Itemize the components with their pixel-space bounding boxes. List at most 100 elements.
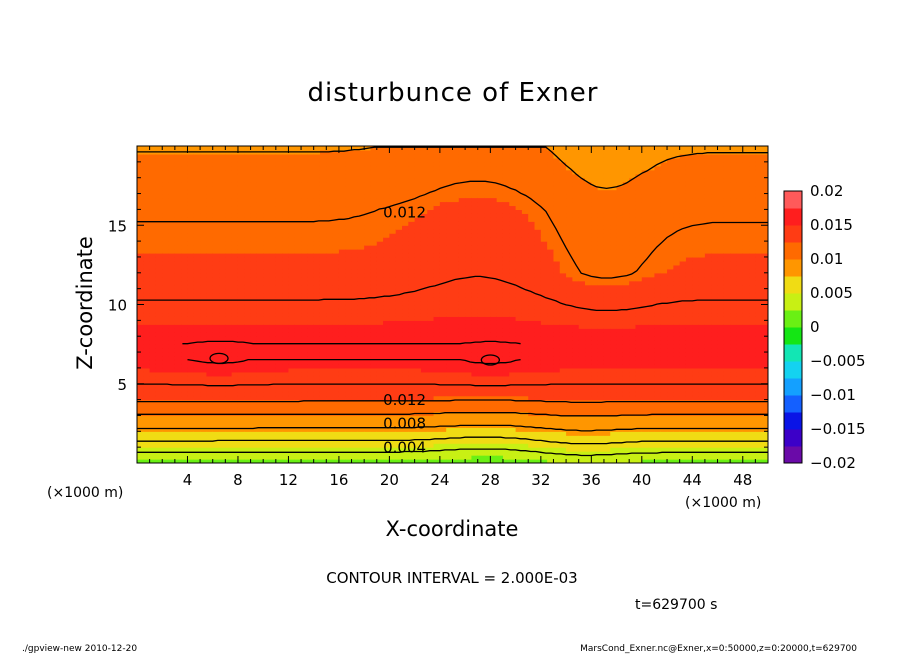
field-cell [288, 447, 296, 452]
field-cell [496, 320, 504, 325]
field-cell [231, 153, 239, 159]
field-cell [471, 431, 479, 436]
field-cell [458, 169, 466, 175]
field-cell [269, 379, 277, 385]
field-cell [187, 387, 195, 393]
field-cell [294, 146, 302, 151]
field-cell [187, 423, 195, 428]
field-cell [452, 419, 460, 424]
field-cell [496, 221, 504, 226]
field-cell [263, 407, 271, 413]
field-cell [206, 435, 214, 440]
field-cell [332, 197, 340, 203]
field-cell [376, 157, 384, 163]
field-cell [212, 379, 220, 385]
field-cell [351, 165, 359, 171]
field-cell [496, 439, 504, 444]
field-cell [357, 249, 365, 254]
field-cell [275, 455, 283, 460]
field-cell [389, 165, 397, 171]
field-cell [490, 177, 498, 183]
field-cell [414, 304, 422, 310]
field-cell [155, 161, 163, 167]
field-cell [338, 252, 346, 258]
field-cell [427, 146, 435, 151]
field-cell [345, 197, 353, 203]
field-cell [256, 193, 264, 199]
field-cell [137, 459, 144, 463]
field-cell [477, 431, 485, 436]
field-cell [420, 375, 428, 381]
field-cell [395, 336, 403, 341]
field-cell [319, 403, 327, 409]
field-cell [212, 221, 220, 226]
field-cell [370, 185, 378, 191]
field-cell [137, 300, 144, 306]
field-cell [294, 352, 302, 357]
field-cell [477, 300, 485, 306]
field-cell [275, 189, 283, 195]
field-cell [338, 181, 346, 187]
field-cell [389, 153, 397, 159]
field-cell [427, 300, 435, 306]
field-cell [250, 383, 258, 389]
field-cell [414, 451, 422, 456]
field-cell [389, 427, 397, 432]
field-cell [376, 407, 384, 413]
field-cell [465, 161, 473, 167]
field-cell [332, 237, 340, 242]
field-cell [383, 391, 390, 397]
field-cell [282, 320, 290, 325]
field-cell [326, 439, 334, 444]
field-cell [231, 367, 239, 373]
field-cell [427, 407, 435, 413]
field-cell [174, 312, 182, 317]
field-cell [326, 340, 334, 345]
field-cell [490, 197, 498, 203]
field-cell [376, 391, 384, 397]
field-cell [149, 229, 157, 234]
field-cell [250, 292, 258, 298]
field-cell [502, 395, 510, 401]
field-cell [256, 427, 264, 432]
field-cell [427, 308, 435, 314]
field-cell [502, 268, 510, 274]
field-cell [143, 197, 151, 203]
field-cell [446, 165, 454, 171]
field-cell [294, 189, 302, 195]
field-cell [200, 367, 208, 373]
field-cell [458, 403, 466, 409]
field-cell [490, 252, 498, 258]
field-cell [149, 225, 157, 230]
field-cell [389, 205, 397, 210]
field-cell [288, 185, 296, 191]
field-cell [212, 423, 220, 428]
field-cell [389, 352, 397, 357]
field-cell [187, 391, 195, 397]
field-cell [301, 387, 308, 393]
field-cell [326, 316, 334, 321]
field-cell [338, 356, 346, 361]
field-cell [143, 391, 151, 397]
field-cell [149, 221, 157, 226]
field-cell [237, 419, 245, 424]
field-cell [515, 256, 523, 262]
field-cell [275, 375, 283, 381]
field-cell [225, 213, 233, 218]
field-cell [332, 308, 340, 314]
field-cell [439, 336, 447, 341]
field-cell [439, 312, 447, 317]
field-cell [452, 316, 460, 321]
field-cell [338, 221, 346, 226]
field-cell [332, 324, 340, 329]
field-cell [433, 356, 441, 361]
field-cell [357, 359, 365, 365]
field-cell [326, 352, 334, 357]
field-cell [174, 165, 182, 171]
field-cell [414, 205, 422, 210]
field-cell [237, 225, 245, 230]
field-cell [477, 252, 485, 258]
field-cell [206, 312, 214, 317]
field-cell [212, 197, 220, 203]
field-cell [237, 256, 245, 262]
